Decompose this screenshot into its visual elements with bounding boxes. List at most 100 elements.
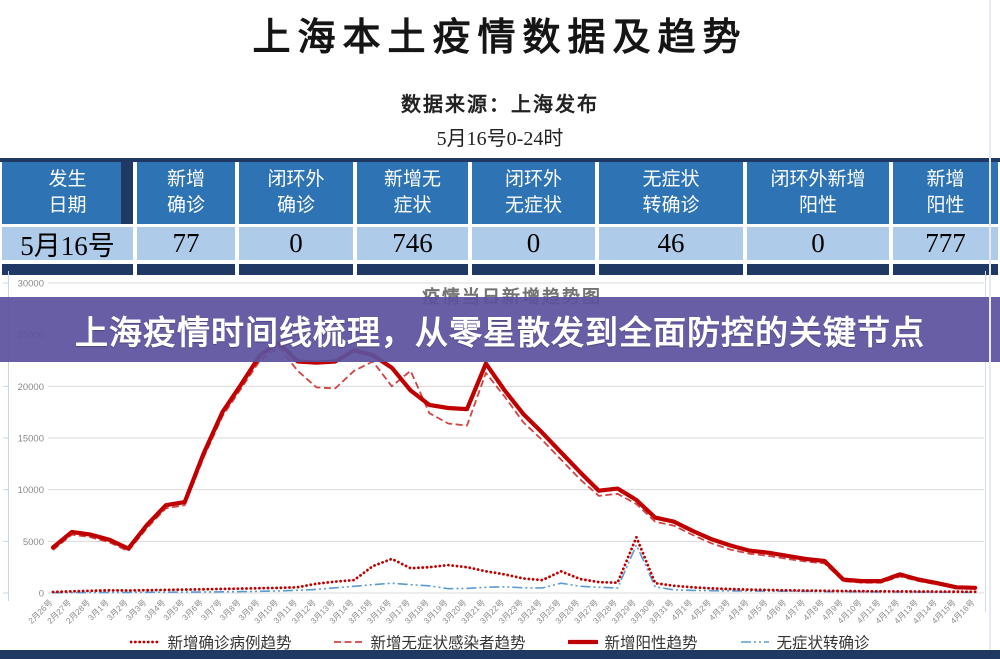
table-bottom-border-segment — [357, 264, 468, 275]
x-axis-label: 4月7号 — [783, 598, 807, 622]
table-data-cell: 746 — [357, 227, 468, 260]
x-axis-label: 3月2号 — [105, 598, 129, 622]
legend-item: 无症状转确诊 — [740, 631, 870, 653]
x-axis-label: 4月2号 — [689, 598, 713, 622]
table-bottom-border-segment — [599, 264, 743, 275]
table-data-cell: 0 — [472, 227, 595, 260]
x-axis-label: 4月12号 — [874, 598, 902, 626]
x-axis-label: 3月30号 — [629, 598, 657, 626]
legend-marker-dotted-icon — [130, 640, 161, 644]
table-bottom-border-segment — [239, 264, 353, 275]
x-axis-label: 4月9号 — [820, 598, 844, 622]
x-axis-label: 4月8号 — [802, 598, 826, 622]
series-line-无症状转确诊 — [52, 544, 976, 594]
headline-banner: 上海疫情时间线梳理，从零星散发到全面防控的关键节点 — [0, 297, 1000, 362]
legend-item: 新增无症状感染者趋势 — [333, 631, 526, 653]
legend-item: 新增阳性趋势 — [567, 631, 698, 653]
table-header-cell: 新增无 症状 — [357, 162, 468, 224]
x-axis-label: 4月6号 — [764, 598, 788, 622]
x-axis-label: 3月24号 — [516, 598, 544, 626]
page-title: 上海本土疫情数据及趋势 — [252, 17, 748, 59]
x-axis-label: 2月27号 — [46, 598, 74, 626]
table-data-cell: 46 — [599, 227, 743, 260]
y-axis-label: 15000 — [18, 434, 44, 445]
table-row — [0, 260, 1000, 275]
data-source-label: 数据来源：上海发布 — [401, 94, 599, 116]
legend-label: 新增无症状感染者趋势 — [370, 635, 526, 652]
table-header-cell: 闭环外 确诊 — [239, 162, 353, 224]
table-bottom-border-segment — [747, 264, 889, 275]
x-axis-label: 3月20号 — [441, 598, 469, 626]
legend-marker-dashed-icon — [334, 641, 363, 643]
table-data-cell: 5月16号 — [2, 227, 133, 261]
y-axis-label: 5000 — [23, 537, 44, 548]
x-axis-label: 3月7号 — [199, 598, 223, 622]
table-header-cell: 新增 确诊 — [137, 162, 235, 224]
table-bottom-border-segment — [137, 264, 235, 275]
headline-text: 上海疫情时间线梳理，从零星散发到全面防控的关键节点 — [75, 313, 925, 351]
x-axis-label: 3月16号 — [366, 598, 394, 626]
series-line-新增阳性趋势 — [50, 340, 978, 590]
table-bottom-border-segment — [893, 264, 998, 275]
x-axis-label: 3月8号 — [218, 598, 242, 622]
x-axis-label: 4月11号 — [855, 598, 882, 625]
bottom-border-bar — [0, 650, 1000, 659]
table-header-cell: 闭环外 无症状 — [472, 162, 595, 224]
legend-marker-dashdot-icon — [740, 641, 769, 643]
x-axis-label: 3月13号 — [309, 598, 337, 626]
x-axis-label: 3月19号 — [422, 598, 450, 626]
x-axis-label: 4月3号 — [708, 598, 732, 622]
table-data-cell: 0 — [239, 227, 353, 260]
x-axis-label: 4月5号 — [745, 598, 769, 622]
table-data-cell: 77 — [137, 227, 235, 260]
table-bottom-border-segment — [2, 264, 133, 275]
x-axis-label: 3月4号 — [143, 598, 167, 622]
x-axis-label: 3月11号 — [272, 598, 299, 625]
x-axis-label: 3月14号 — [328, 598, 356, 626]
x-axis-label: 4月16号 — [949, 598, 977, 626]
x-axis-label: 3月26号 — [554, 598, 582, 626]
x-axis-label: 4月4号 — [726, 598, 750, 622]
y-axis-label: 20000 — [18, 382, 44, 393]
table-row: 发生 日期 新增 确诊 闭环外 确诊 新增无 症状 闭环外 无症状 无症状 转确诊 闭环外新增 阳性 新增阳… — [0, 162, 1000, 224]
table-row: 5月16号 77 0 746 0 46 0 777 — [0, 224, 1000, 261]
legend-item: 新增确诊病例趋势 — [130, 631, 291, 653]
x-axis-label: 3月9号 — [237, 598, 261, 622]
x-axis-label: 3月12号 — [290, 598, 318, 626]
x-axis-label: 3月18号 — [403, 598, 431, 626]
legend-marker-solid-icon — [567, 639, 598, 645]
series-line-新增无症状感染者趋势 — [52, 346, 976, 590]
x-axis-label: 3月5号 — [162, 598, 186, 622]
y-axis-label: 10000 — [18, 485, 44, 496]
table-header-cell: 发生 日期 — [2, 162, 133, 224]
x-axis-label: 4月13号 — [893, 598, 921, 626]
table-header-cell: 闭环外新增 阳性 — [747, 162, 889, 224]
series-line-新增确诊病例趋势 — [51, 535, 977, 594]
x-axis-label: 4月10号 — [836, 598, 864, 626]
table-data-cell: 777 — [893, 227, 998, 260]
table-data-cell: 0 — [747, 227, 889, 260]
x-axis-label: 3月29号 — [610, 598, 638, 626]
x-axis-label: 4月1号 — [670, 598, 694, 622]
report-date-label: 5月16号0-24时 — [436, 128, 564, 150]
x-axis-label: 3月23号 — [497, 598, 525, 626]
x-axis-label: 4月14号 — [911, 598, 939, 626]
table-top-border — [0, 158, 1000, 162]
x-axis-label: 3月27号 — [573, 598, 601, 626]
x-axis-label: 3月6号 — [181, 598, 205, 622]
right-edge-line — [989, 0, 991, 650]
chart-legend: 新增确诊病例趋势 新增无症状感染者趋势 新增阳性趋势 无症状转确诊 — [0, 631, 1000, 653]
x-axis-label: 3月1号 — [86, 598, 110, 622]
x-axis-label: 3月22号 — [478, 598, 506, 626]
x-axis-label: 4月15号 — [930, 598, 958, 626]
legend-label: 新增阳性趋势 — [604, 635, 698, 652]
y-axis-label: 30000 — [18, 279, 44, 290]
y-axis-label: 0 — [39, 589, 44, 600]
x-axis-label: 3月10号 — [253, 598, 281, 626]
x-axis-label: 3月21号 — [460, 598, 488, 626]
table-bottom-border-segment — [472, 264, 595, 275]
x-axis-label: 2月26号 — [27, 598, 55, 626]
x-axis-label: 3月17号 — [384, 598, 412, 626]
legend-label: 新增确诊病例趋势 — [167, 635, 292, 652]
